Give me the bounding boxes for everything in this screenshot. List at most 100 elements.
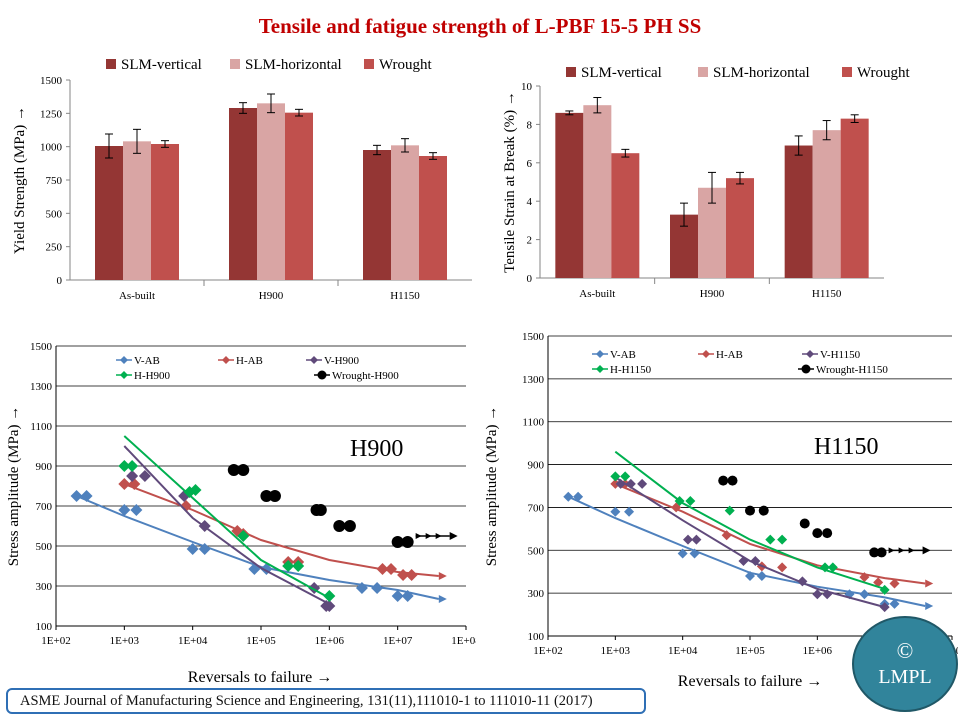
point-h-h1150	[777, 534, 788, 545]
y-tick-label: 1500	[522, 331, 545, 343]
y-tick-label: 750	[46, 175, 63, 187]
point-wrought-h1150	[799, 518, 810, 529]
point-v-ab	[889, 598, 900, 609]
point-h-h1150	[674, 496, 685, 506]
point-v-ab	[130, 504, 143, 516]
bar-wrought-as-built	[611, 153, 640, 278]
y-tick-label: 1250	[40, 108, 63, 120]
y-tick-label: 300	[36, 581, 53, 593]
point-h-h900	[189, 484, 202, 496]
point-v-ab	[391, 590, 404, 602]
legend-label-wrought: Wrought	[379, 57, 433, 73]
point-v-h900	[126, 470, 139, 482]
point-wrought-h900	[343, 520, 356, 532]
point-v-h1150	[750, 556, 761, 566]
fit-line-h-h1150	[614, 450, 886, 590]
point-wrought-h900	[237, 464, 250, 476]
runout-arrow-h-ab	[438, 572, 447, 580]
y-tick-label: 1500	[40, 75, 63, 87]
fit-line-v-h1150	[614, 476, 885, 609]
point-h-ab	[118, 478, 131, 490]
x-category-label: As-built	[119, 290, 155, 302]
legend-label-v-h900: V-H900	[324, 355, 360, 367]
fit-line-h-h900	[123, 435, 330, 599]
x-tick-label: 1E+06	[315, 635, 345, 647]
point-wrought-h1150	[758, 505, 769, 516]
x-tick-label: 1E+05	[246, 635, 276, 647]
point-v-ab	[689, 548, 700, 559]
point-v-ab	[401, 590, 414, 602]
point-wrought-h1150	[812, 528, 823, 539]
runout-arrowhead-wrought-h1150	[908, 547, 915, 554]
point-h-h900	[282, 560, 295, 572]
point-h-ab	[610, 478, 621, 489]
y-tick-label: 0	[527, 273, 533, 285]
runout-arrow-v-ab	[925, 602, 934, 610]
x-category-label: H1150	[812, 288, 842, 300]
point-v-h900	[198, 520, 211, 532]
point-v-ab	[573, 491, 584, 502]
legend-label-wrought-h900: Wrought-H900	[332, 370, 399, 382]
point-wrought-h1150	[876, 547, 887, 558]
point-v-ab	[624, 506, 635, 517]
bar-slm-vertical-h1150	[363, 150, 391, 280]
point-v-ab	[677, 548, 688, 559]
point-h-h1150	[879, 584, 890, 595]
bar-slm-vertical-as-built	[95, 146, 123, 280]
y-tick-label: 1300	[522, 374, 545, 386]
legend-swatch-slm-vertical	[566, 67, 576, 77]
y-tick-label: 700	[36, 501, 53, 513]
y-tick-label: 500	[528, 545, 545, 557]
y-tick-label: 2	[527, 235, 533, 247]
logo-text: LMPL	[878, 666, 932, 688]
x-tick-label: 1E+07	[383, 635, 413, 647]
bar-slm-horizontal-as-built	[123, 141, 151, 280]
point-v-h1150	[797, 576, 808, 587]
x-tick-label: 1E+04	[178, 635, 208, 647]
x-tick-label: 1E+05	[735, 645, 765, 657]
y-axis-label: Stress amplitude (MPa) →	[6, 406, 22, 566]
legend-swatch-slm-horizontal	[230, 59, 240, 69]
point-wrought-h900	[260, 490, 273, 502]
point-v-ab	[563, 491, 574, 502]
point-v-ab	[186, 543, 199, 555]
legend-label-h-ab: H-AB	[716, 349, 743, 361]
point-v-ab	[70, 490, 83, 502]
runout-arrow-wrought-h1150	[922, 546, 931, 555]
runout-arrowhead-wrought-h1150	[888, 547, 895, 554]
point-v-h1150	[691, 534, 702, 545]
legend-swatch-slm-vertical	[106, 59, 116, 69]
y-axis-label: Yield Strength (MPa) →	[12, 106, 28, 254]
bar-wrought-h900	[285, 112, 313, 280]
bar-slm-vertical-h1150	[784, 145, 813, 278]
point-h-h1150	[685, 496, 696, 506]
legend-label-slm-vertical: SLM-vertical	[121, 57, 202, 73]
point-v-ab	[80, 490, 93, 502]
point-wrought-h1150	[822, 528, 833, 539]
copyright-symbol: ©	[896, 638, 914, 663]
point-v-h1150	[637, 478, 648, 489]
x-category-label: As-built	[579, 288, 615, 300]
point-v-ab	[844, 589, 855, 600]
y-axis-label: Stress amplitude (MPa) →	[484, 406, 500, 566]
runout-arrow-h-ab	[925, 579, 934, 588]
point-wrought-h900	[401, 536, 414, 548]
point-wrought-h900	[268, 490, 281, 502]
point-h-h1150	[765, 534, 776, 545]
point-v-ab	[859, 589, 870, 600]
x-tick-label: 1E+04	[668, 645, 698, 657]
bar-slm-vertical-h900	[229, 108, 257, 280]
legend-label-h-h1150: H-H1150	[610, 364, 652, 376]
panel-annotation: H900	[350, 436, 403, 462]
y-tick-label: 8	[527, 119, 533, 131]
point-v-h1150	[822, 589, 833, 600]
runout-arrow-v-ab	[438, 595, 447, 603]
citation-box: ASME Journal of Manufacturing Science an…	[6, 688, 646, 714]
point-h-h900	[292, 560, 305, 572]
point-h-h900	[126, 460, 139, 472]
point-wrought-h1150	[718, 475, 729, 486]
point-wrought-h1150	[869, 547, 880, 558]
point-v-h900	[323, 600, 336, 612]
bar-wrought-h900	[726, 178, 754, 278]
point-v-ab	[355, 582, 368, 594]
